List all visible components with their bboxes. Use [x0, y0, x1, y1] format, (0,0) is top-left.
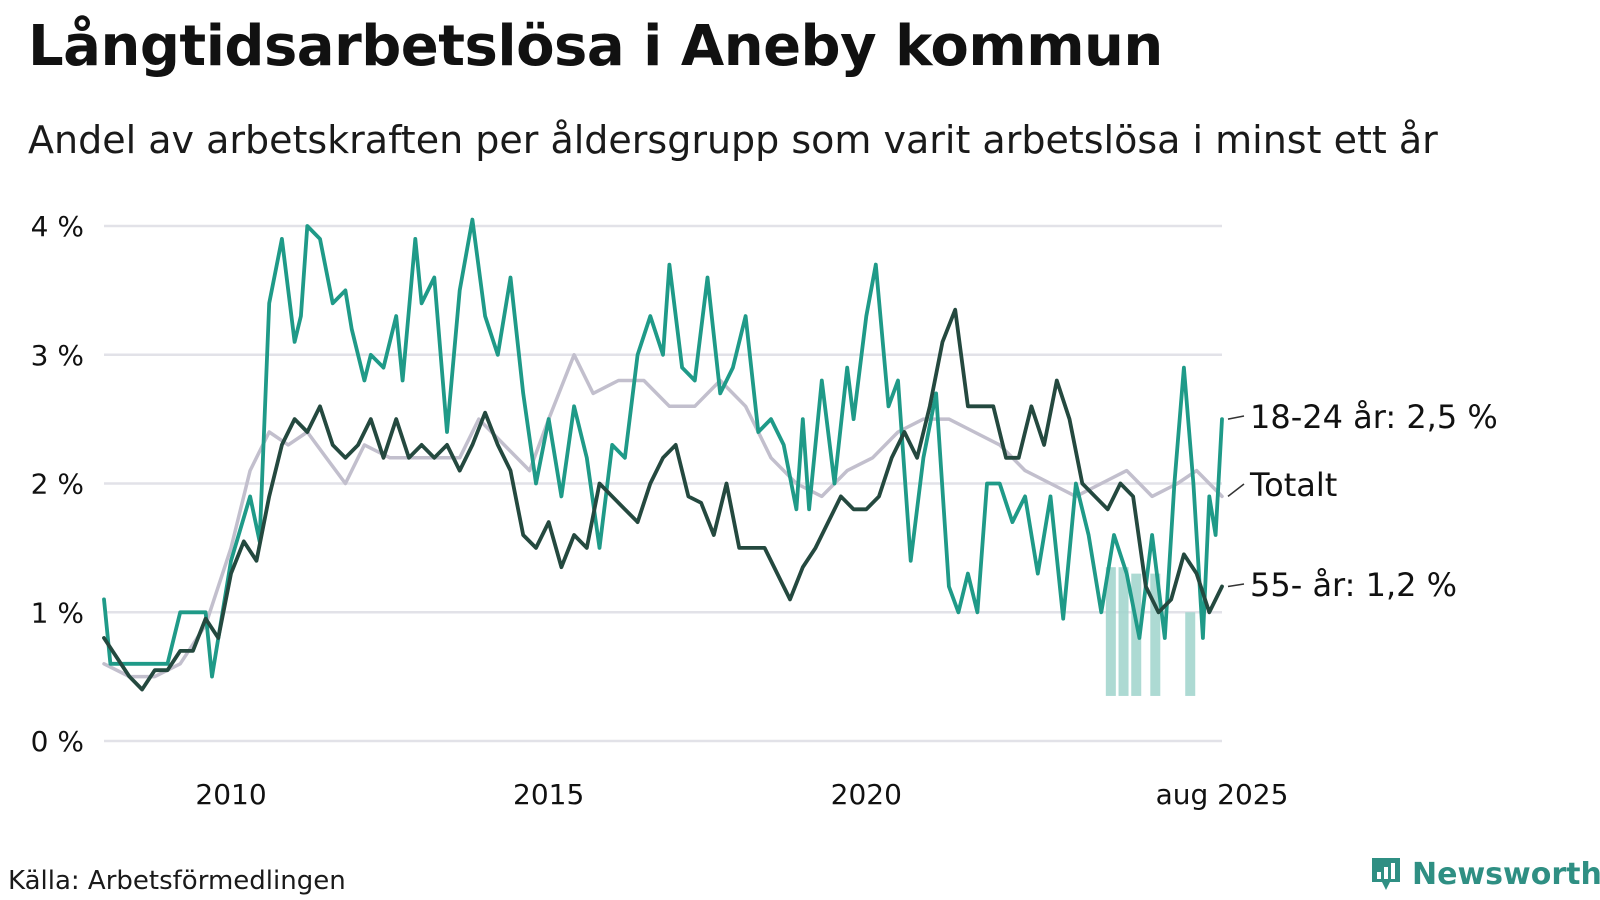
y-tick-label: 4 % — [31, 210, 84, 243]
y-tick-label: 0 % — [31, 725, 84, 758]
label-leader-old — [1227, 583, 1245, 588]
brand-name: Newsworthy — [1412, 856, 1600, 892]
series-line-young — [102, 217, 1224, 679]
uncertainty-bands — [1105, 567, 1196, 696]
series-end-labels: Totalt 18-24 år: 2,5 % 55- år: 1,2 % — [1227, 398, 1498, 604]
label-leader-total — [1227, 483, 1245, 497]
line-chart: 0 % 1 % 2 % 3 % 4 % 2010 2015 2020 aug 2025 Tot… — [31, 210, 1498, 811]
series-label-total: Totalt — [1249, 466, 1337, 504]
y-grid — [104, 224, 1222, 743]
x-tick-label: aug 2025 — [1156, 778, 1289, 811]
y-tick-label: 2 % — [31, 468, 84, 501]
series-label-old: 55- år: 1,2 % — [1250, 566, 1457, 604]
series-label-young: 18-24 år: 2,5 % — [1250, 398, 1498, 436]
uncertainty-band-3 — [1150, 573, 1161, 696]
uncertainty-band-2 — [1131, 573, 1142, 696]
series-lines — [102, 217, 1224, 692]
chart-title: Långtidsarbetslösa i Aneby kommun — [28, 14, 1163, 79]
x-tick-label: 2020 — [831, 778, 902, 811]
y-axis-labels: 0 % 1 % 2 % 3 % 4 % — [31, 210, 84, 758]
uncertainty-band-1 — [1118, 567, 1129, 696]
uncertainty-band-4 — [1185, 612, 1196, 696]
brand-logo[interactable]: Newsworthy — [1370, 856, 1600, 892]
x-tick-label: 2010 — [195, 778, 266, 811]
y-tick-label: 1 % — [31, 596, 84, 629]
chart-subtitle: Andel av arbetskraften per åldersgrupp s… — [28, 118, 1438, 162]
label-leader-young — [1227, 415, 1245, 420]
y-tick-label: 3 % — [31, 339, 84, 372]
uncertainty-band-0 — [1105, 567, 1116, 696]
x-axis-labels: 2010 2015 2020 aug 2025 — [195, 778, 1288, 811]
series-line-old — [102, 307, 1224, 692]
x-tick-label: 2015 — [513, 778, 584, 811]
newsworthy-logo-icon — [1372, 858, 1400, 890]
source-note: Källa: Arbetsförmedlingen — [8, 866, 346, 896]
